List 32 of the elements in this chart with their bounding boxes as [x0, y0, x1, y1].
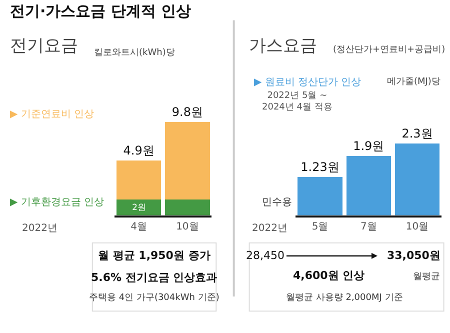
chart-subtitle: (정산단가+연료비+공급비) — [333, 45, 446, 55]
x-tick-label: 4월 — [130, 221, 147, 232]
text: 주택용 4인 가구(304kWh 기준) — [89, 293, 220, 303]
x-tick-label: 5월 — [312, 221, 328, 232]
data-label: 1.9원 — [353, 138, 384, 153]
chart-title: 전기요금 — [10, 36, 78, 56]
y-axis-title: 킬로와트시(kWh)당 — [94, 48, 175, 58]
text: 월평균 — [413, 272, 440, 282]
text: ▶ 원료비 정산단가 인상 — [254, 77, 362, 88]
data-label: 2.3원 — [402, 126, 433, 140]
text: 월 평균 1,950원 증가 — [98, 249, 210, 262]
text: 월평균 사용량 2,000MJ 기준 — [286, 293, 403, 303]
x-tick-label: 10월 — [406, 221, 429, 232]
text: 28,450 — [246, 249, 284, 262]
text: 5.6% 전기요금 인상효과 — [91, 271, 218, 284]
x-axis-title: 2022년 — [252, 223, 288, 234]
data-label: 9.8원 — [172, 105, 203, 120]
chart-title: 가스요금 — [249, 36, 317, 56]
text: 2022년 5월 ~ 2024년 4월 적용 — [262, 91, 332, 113]
text: 전기·가스요금 단계적 인상 — [10, 2, 192, 20]
text: 민수용 — [262, 197, 292, 208]
x-tick-label: 10월 — [176, 221, 199, 232]
text: ▶ 기준연료비 인상 — [10, 109, 94, 120]
text: 4,600원 인상 — [293, 269, 365, 282]
data-label: 1.23원 — [300, 160, 340, 174]
y-axis-title: 메가줄(MJ)당 — [387, 77, 440, 87]
x-tick-label: 7월 — [360, 221, 377, 232]
series-label: ▶ 기후환경요금 인상 — [10, 197, 104, 208]
data-label: 4.9원 — [123, 144, 154, 158]
x-axis-title: 2022년 — [22, 223, 58, 234]
text: 33,050원 — [387, 249, 440, 262]
data-label: 2원 — [132, 202, 146, 212]
